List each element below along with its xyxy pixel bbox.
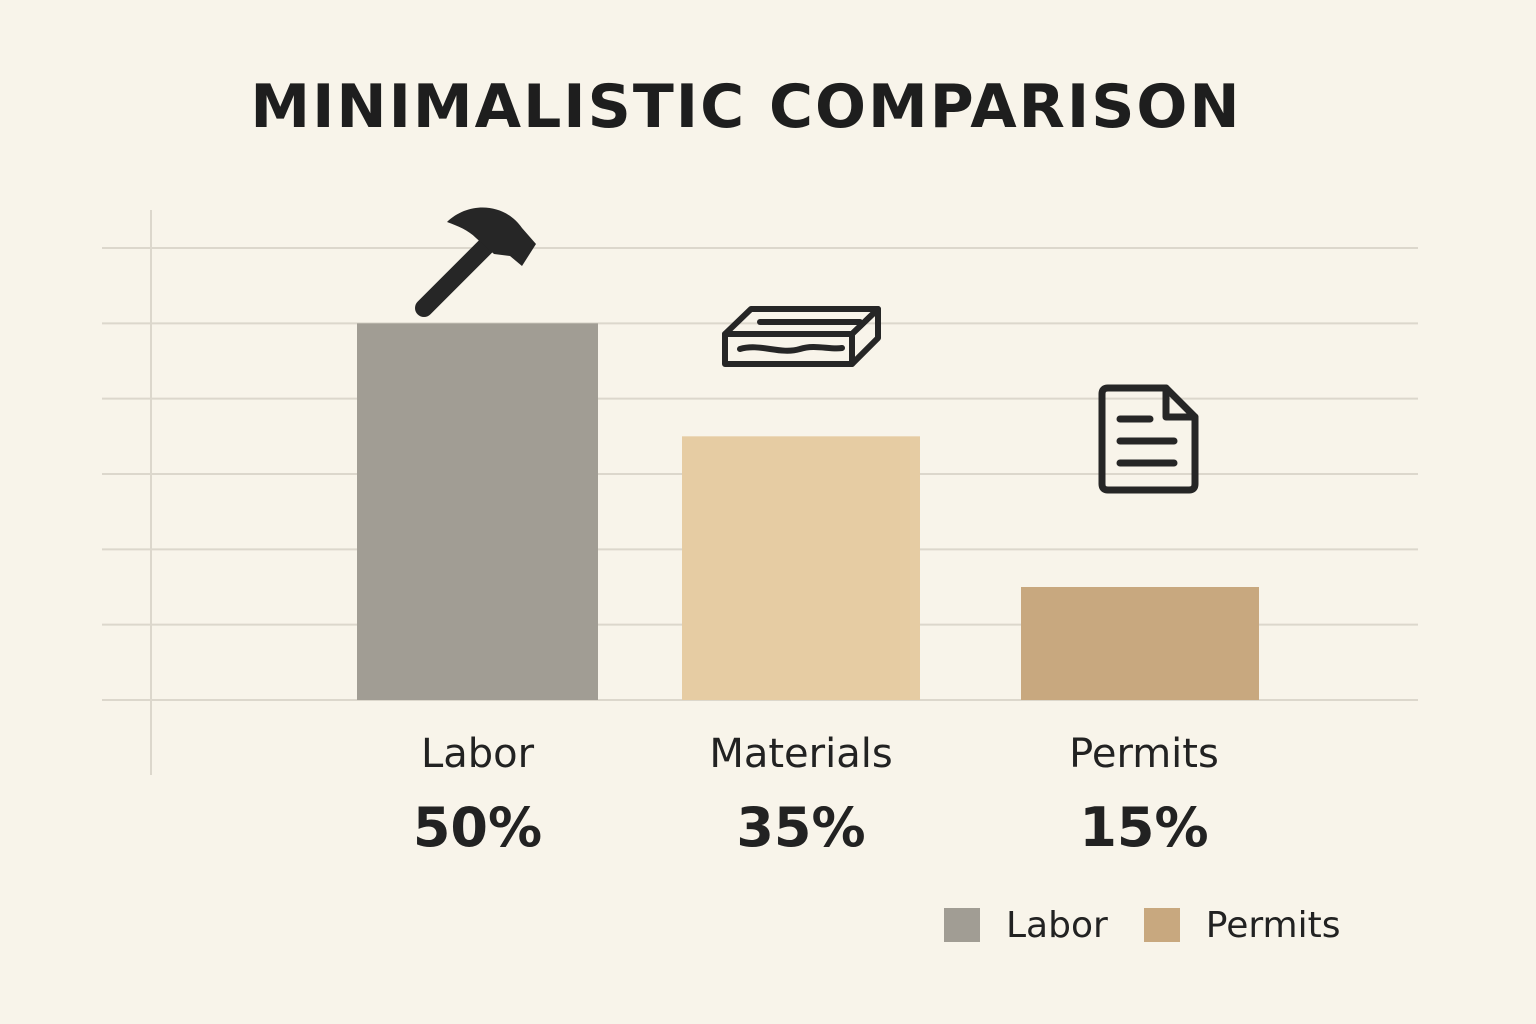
bar-permits: [1021, 587, 1259, 700]
legend-swatch-labor: [944, 908, 980, 942]
bar-materials: [682, 436, 920, 700]
value-label-permits: 15%: [1079, 796, 1208, 859]
legend-item-labor: Labor: [944, 905, 1108, 946]
legend-label-labor: Labor: [1006, 904, 1108, 946]
hammer-head: [447, 207, 536, 266]
legend-swatch-permits: [1143, 908, 1180, 942]
lumber-grain: [737, 344, 845, 354]
category-labels: Labor 50% Materials 35% Permits 15%: [413, 731, 1219, 859]
document-outline: [1098, 384, 1199, 494]
legend: Labor Permits: [944, 902, 1376, 948]
document-fold: [1162, 384, 1199, 421]
value-label-materials: 35%: [736, 796, 865, 859]
category-label-permits: Permits: [1069, 731, 1219, 777]
category-label-labor: Labor: [421, 731, 535, 777]
bars: [357, 323, 1259, 700]
lumber-icon: [722, 306, 881, 367]
value-label-labor: 50%: [413, 796, 542, 859]
category-label-materials: Materials: [709, 731, 892, 777]
hammer-icon: [415, 207, 536, 317]
lumber-side: [849, 306, 881, 367]
document-icon: [1098, 384, 1199, 494]
bar-labor: [357, 323, 598, 700]
hammer-handle: [415, 237, 495, 317]
chart-title: MINIMALISTIC COMPARISON: [250, 72, 1242, 142]
legend-label-permits: Permits: [1205, 904, 1341, 946]
icons: [415, 207, 1199, 494]
legend-item-permits: Permits: [1143, 904, 1341, 946]
